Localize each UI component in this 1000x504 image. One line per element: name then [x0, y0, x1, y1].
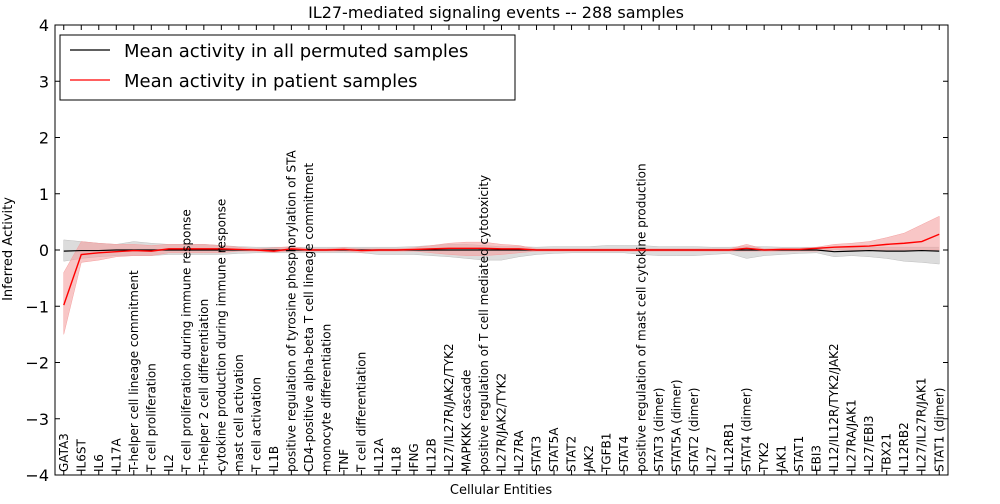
x-tick-label: T cell proliferation	[144, 363, 158, 473]
x-tick-label: IL18	[389, 447, 403, 473]
x-tick-label: TNF	[337, 449, 351, 473]
y-tick-label: −3	[25, 410, 49, 429]
x-tick-label: IL6	[92, 454, 106, 472]
x-tick-label: IL27/EBI3	[862, 415, 876, 472]
y-tick-label: −4	[25, 466, 49, 485]
x-tick-label: STAT1	[792, 436, 806, 472]
y-tick-label: 3	[39, 72, 49, 91]
x-tick-label: TYK2	[757, 442, 771, 473]
x-tick-label: T-helper 2 cell differentiation	[197, 299, 211, 473]
legend: Mean activity in all permuted samples Me…	[59, 34, 516, 101]
x-tick-label: mast cell activation	[232, 354, 246, 472]
x-tick-label: positive regulation of T cell mediated c…	[477, 175, 491, 472]
x-tick-label: STAT3 (dimer)	[652, 388, 666, 472]
x-tick-label: IL6ST	[74, 439, 88, 472]
x-tick-label: IL27	[705, 447, 719, 473]
x-axis-label: Cellular Entities	[450, 483, 552, 498]
x-tick-label: IL2	[162, 454, 176, 472]
x-tick-label: TBX21	[880, 433, 894, 473]
legend-box	[59, 34, 516, 101]
legend-label-patient: Mean activity in patient samples	[124, 71, 418, 92]
x-tick-label: STAT2	[565, 436, 579, 472]
x-tick-label: JAK2	[582, 445, 596, 473]
x-tick-label: GATA3	[57, 433, 71, 472]
x-tick-label: STAT4	[617, 436, 631, 472]
x-tick-label: CD4-positive alpha-beta T cell lineage c…	[302, 163, 316, 472]
legend-label-permuted: Mean activity in all permuted samples	[124, 41, 468, 62]
x-tick-label: IL27RA/JAK1	[845, 399, 859, 472]
x-tick-label: monocyte differentiation	[319, 324, 333, 472]
y-axis-label: Inferred Activity	[1, 197, 16, 301]
x-tick-label: EBI3	[810, 445, 824, 472]
x-tick-label: IL12A	[372, 438, 386, 472]
plot-area: −4 −3 −2 −1 0 1 2 3 4 GATA3 IL6ST IL6 IL17A T-helper …	[25, 16, 949, 485]
x-tick-label: T cell proliferation during immune respo…	[179, 209, 193, 473]
x-tick-label: IFNG	[407, 443, 421, 472]
x-tick-label: STAT3	[530, 436, 544, 472]
x-tick-label: IL17A	[109, 438, 123, 472]
x-tick-label: positive regulation of tyrosine phosphor…	[284, 149, 298, 472]
x-tick-label: IL27R/JAK2/TYK2	[495, 373, 509, 472]
x-tick-label: positive regulation of mast cell cytokin…	[635, 163, 649, 472]
x-tick-label: IL12RB1	[722, 422, 736, 472]
x-tick-label: T-helper cell lineage commitment	[127, 270, 141, 473]
x-tick-label: T cell differentiation	[354, 352, 368, 473]
y-tick-label: 0	[39, 241, 49, 260]
chart-title: IL27-mediated signaling events -- 288 sa…	[308, 3, 684, 22]
x-tick-label: IL12/IL12R/TYK2/JAK2	[827, 343, 841, 472]
x-tick-label: STAT2 (dimer)	[687, 388, 701, 472]
x-tick-label: IL12RB2	[897, 422, 911, 472]
x-tick-label: IL1B	[267, 446, 281, 472]
y-tick-label: −1	[25, 297, 49, 316]
y-tick-label: −2	[25, 354, 49, 373]
series-line-patient	[63, 233, 940, 306]
x-tick-label: STAT1 (dimer)	[932, 388, 946, 472]
y-tick-label: 2	[39, 129, 49, 148]
x-tick-label: cytokine production during immune respon…	[214, 199, 228, 472]
y-tick-label: 4	[39, 16, 49, 35]
x-tick-label: MAPKKK cascade	[459, 370, 473, 472]
x-tick-label: TGFB1	[600, 433, 614, 473]
x-tick-label: IL27/IL27R/JAK1	[915, 378, 929, 472]
y-tick-label: 1	[39, 185, 49, 204]
x-tick-label: IL27RA	[512, 430, 526, 472]
x-tick-label: STAT4 (dimer)	[740, 388, 754, 472]
x-tick-label: STAT5A (dimer)	[670, 379, 684, 472]
x-tick-label: IL27/IL27R/JAK2/TYK2	[442, 343, 456, 472]
band-patient	[63, 215, 940, 335]
x-tick-label: IL12B	[424, 438, 438, 472]
x-tick-label: STAT5A	[547, 427, 561, 472]
x-tick-label: T cell activation	[249, 377, 263, 473]
x-tick-label: JAK1	[775, 445, 789, 473]
